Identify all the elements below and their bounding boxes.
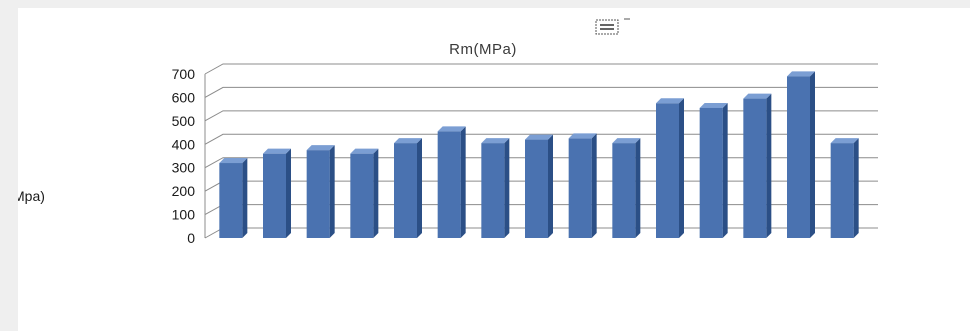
bar (263, 148, 291, 238)
chart-decoration-icon (595, 18, 630, 35)
bar (787, 71, 815, 238)
chart-title: Rm(MPa) (449, 41, 517, 58)
bar (481, 138, 510, 238)
bar (437, 126, 466, 238)
bar (612, 138, 641, 238)
y-tick-label: 400 (172, 136, 196, 152)
bar (306, 145, 335, 238)
bar (656, 98, 684, 239)
gridline (204, 86, 878, 98)
bar-chart: Rm(MPa) Mpa) 0 100 200 300 400 500 600 700 (18, 18, 878, 246)
bar (394, 138, 422, 238)
bar-layer (219, 71, 859, 239)
bar (219, 158, 248, 238)
bar (350, 148, 379, 238)
bar (568, 133, 597, 238)
y-tick-label: 0 (187, 230, 195, 246)
bar (743, 93, 772, 238)
y-tick-labels: 0 100 200 300 400 500 600 700 (172, 66, 196, 246)
chart-area: Rm(MPa) Mpa) 0 100 200 300 400 500 600 700 (18, 8, 970, 331)
y-tick-label: 300 (172, 160, 196, 176)
y-tick-label: 500 (172, 113, 196, 129)
gridline (204, 63, 878, 75)
bar (525, 134, 553, 238)
y-tick-label: 200 (172, 183, 196, 199)
y-tick-label: 700 (172, 66, 196, 82)
bar (699, 102, 728, 238)
bar (830, 138, 859, 238)
y-tick-label: 100 (172, 207, 196, 223)
gridline (204, 110, 878, 122)
y-axis-label: Mpa) (18, 188, 45, 204)
y-tick-label: 600 (172, 89, 196, 105)
